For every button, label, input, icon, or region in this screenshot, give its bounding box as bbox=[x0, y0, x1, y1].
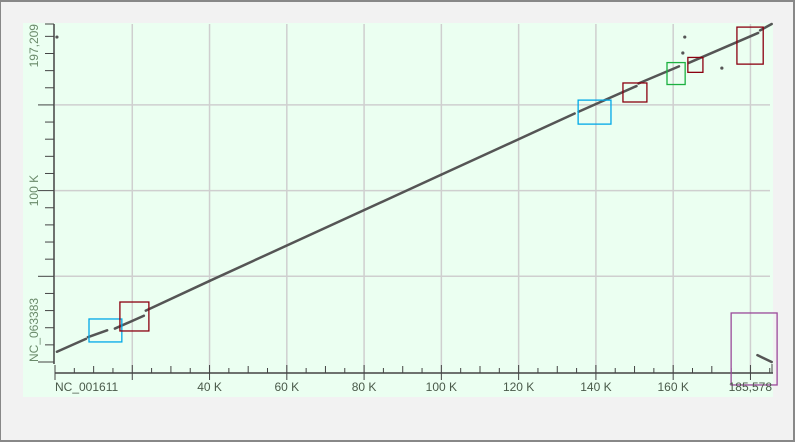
x-tick-label: 80 K bbox=[352, 380, 377, 394]
highlight-box bbox=[730, 312, 778, 386]
alignment-segment bbox=[637, 65, 681, 85]
x-tick-label: 60 K bbox=[274, 380, 299, 394]
alignment-point bbox=[720, 66, 724, 70]
alignment-segment bbox=[144, 279, 211, 312]
x-end-label: 185,578 bbox=[729, 380, 773, 394]
highlight-box bbox=[119, 301, 150, 332]
x-tick-label: 140 K bbox=[580, 380, 611, 394]
alignment-segment bbox=[758, 22, 773, 32]
alignment-point bbox=[683, 35, 687, 39]
alignment-segment bbox=[208, 173, 443, 283]
highlight-box bbox=[666, 61, 686, 86]
x-tick-label: 40 K bbox=[197, 380, 222, 394]
alignment-segment bbox=[55, 337, 88, 353]
alignment-segment bbox=[577, 84, 638, 114]
y-axis-label: NC_063383 bbox=[27, 298, 41, 362]
x-axis-label: NC_001611 bbox=[55, 380, 118, 394]
highlight-box bbox=[622, 82, 648, 103]
alignment-point bbox=[681, 51, 685, 55]
x-tick-label: 100 K bbox=[426, 380, 457, 394]
x-tick-label: 120 K bbox=[503, 380, 534, 394]
alignment-segment bbox=[440, 112, 576, 176]
alignment-segment bbox=[86, 329, 109, 339]
highlight-box bbox=[577, 99, 612, 125]
alignment-point bbox=[55, 35, 59, 39]
y-end-label: 197,209 bbox=[27, 24, 41, 68]
y-tick-label: 100 K bbox=[27, 175, 41, 206]
plot-background bbox=[23, 23, 773, 397]
alignment-segment bbox=[756, 353, 773, 364]
x-tick-label: 160 K bbox=[657, 380, 688, 394]
highlight-box bbox=[687, 56, 704, 73]
highlight-box bbox=[736, 26, 764, 65]
